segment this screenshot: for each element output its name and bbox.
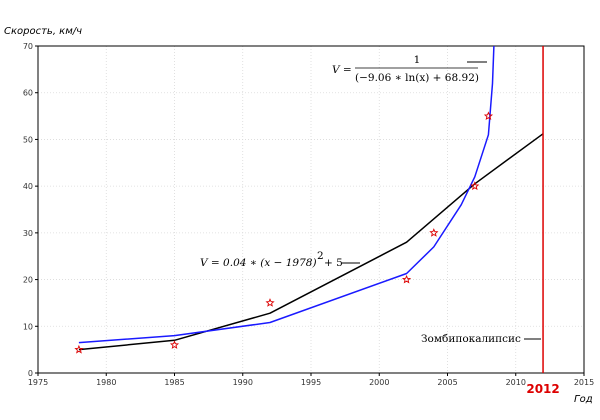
hyperbolic-formula-denominator: (−9.06 ∗ ln(x) + 68.92) [355, 72, 479, 84]
y-axis: 0 10 20 30 40 50 60 70 [23, 42, 38, 378]
zombie-marker: 2012 Зомбипокалипсис [421, 46, 560, 396]
y-tick-label: 50 [23, 135, 33, 144]
observation-points [74, 111, 494, 354]
data-point-star [470, 181, 480, 191]
x-tick-label: 2000 [369, 378, 389, 387]
series-lines [78, 45, 544, 351]
y-tick-label: 20 [23, 276, 33, 285]
x-tick-label: 1990 [233, 378, 253, 387]
x-tick-label: 1995 [301, 378, 321, 387]
marker-year-label: 2012 [526, 382, 559, 396]
y-tick-label: 10 [23, 322, 33, 331]
x-tick-label: 2005 [437, 378, 457, 387]
x-axis-title: Год [574, 394, 593, 405]
x-tick-label: 1975 [28, 378, 48, 387]
data-point-star [74, 344, 84, 354]
y-tick-label: 70 [23, 42, 33, 51]
y-tick-label: 30 [23, 229, 33, 238]
data-point-star [265, 298, 275, 307]
quadratic-formula: V = 0.04 ∗ (x − 1978) [200, 257, 317, 269]
data-point-star [169, 340, 180, 349]
plot-frame [37, 45, 585, 374]
y-tick-label: 60 [23, 89, 33, 98]
hyperbolic-formula-lhs: V = [332, 64, 352, 76]
y-tick-label: 0 [28, 369, 33, 378]
x-tick-label: 2010 [506, 378, 526, 387]
data-point-star [483, 111, 494, 120]
grid [37, 45, 585, 374]
x-axis: 1975 1980 1985 1990 1995 2000 2005 2010 2015 [28, 373, 594, 387]
annotations: V = 1 (−9.06 ∗ ln(x) + 68.92) V = 0.04 ∗ (x… [200, 54, 487, 269]
quadratic-formula-tail: + 5 [324, 257, 343, 269]
x-tick-label: 2015 [574, 378, 594, 387]
data-point-star [401, 274, 412, 284]
x-tick-label: 1980 [96, 378, 116, 387]
hyperbolic-formula-numerator: 1 [414, 54, 421, 66]
zombie-annotation: Зомбипокалипсис [421, 333, 521, 345]
hyperbolic-fit-line [78, 45, 495, 344]
x-tick-label: 1985 [164, 378, 184, 387]
quadratic-formula-exponent: 2 [317, 250, 324, 262]
quadratic-fit-line [78, 133, 544, 351]
y-tick-label: 40 [23, 182, 33, 191]
y-axis-title: Скорость, км/ч [4, 26, 82, 37]
data-point-star [429, 228, 439, 237]
